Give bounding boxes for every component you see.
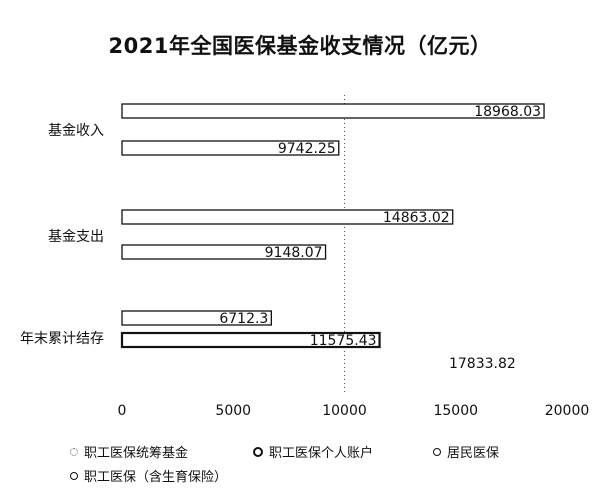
- bar-series-3-cat-3: [121, 310, 272, 326]
- legend-label-series-2: 职工医保个人账户: [269, 446, 374, 461]
- y-category-label-3: 年末累计结存: [20, 331, 104, 347]
- legend-marker-series-1: [70, 447, 78, 456]
- legend-marker-series-4: [70, 471, 78, 480]
- legend-marker-series-2: [253, 446, 263, 457]
- bar-series-3-cat-1: [121, 140, 340, 156]
- y-category-label-2: 基金支出: [48, 228, 104, 245]
- data-label-series-3-cat-1: 9742.25: [278, 141, 336, 157]
- x-tick-label-15000: 15000: [433, 403, 478, 419]
- legend-label-series-1: 职工医保统筹基金: [84, 446, 189, 461]
- data-label-series-4-cat-1: 18968.03: [474, 104, 541, 120]
- legend-item-series-3: 居民医保: [433, 442, 499, 461]
- data-label-series-3-cat-2: 9148.07: [265, 245, 323, 261]
- data-label-series-2-cat-3: 11575.43: [310, 333, 377, 349]
- bar-series-3-cat-2: [121, 244, 327, 260]
- x-tick-label-10000: 10000: [322, 403, 367, 419]
- legend-label-series-3: 居民医保: [447, 446, 500, 461]
- legend-item-series-2: 职工医保个人账户: [253, 442, 373, 461]
- data-label-series-4-cat-3: 17833.82: [449, 356, 516, 372]
- bar-series-4-cat-1: [121, 103, 545, 119]
- legend-item-series-4: 职工医保（含生育保险）: [70, 466, 227, 485]
- x-tick-label-20000: 20000: [545, 403, 590, 419]
- bar-series-2-cat-3: [120, 331, 381, 349]
- x-tick-label-5000: 5000: [215, 403, 251, 419]
- legend-item-series-1: 职工医保统筹基金: [70, 442, 188, 461]
- legend-label-series-4: 职工医保（含生育保险）: [84, 470, 228, 485]
- x-tick-label-0: 0: [118, 403, 127, 419]
- data-label-series-4-cat-2: 14863.02: [383, 210, 450, 226]
- bar-series-4-cat-2: [121, 209, 454, 225]
- data-label-series-3-cat-3: 6712.3: [219, 311, 268, 327]
- legend-marker-series-3: [433, 447, 441, 456]
- y-category-label-1: 基金收入: [48, 122, 104, 139]
- chart-title: 2021年全国医保基金收支情况（亿元）: [108, 34, 492, 58]
